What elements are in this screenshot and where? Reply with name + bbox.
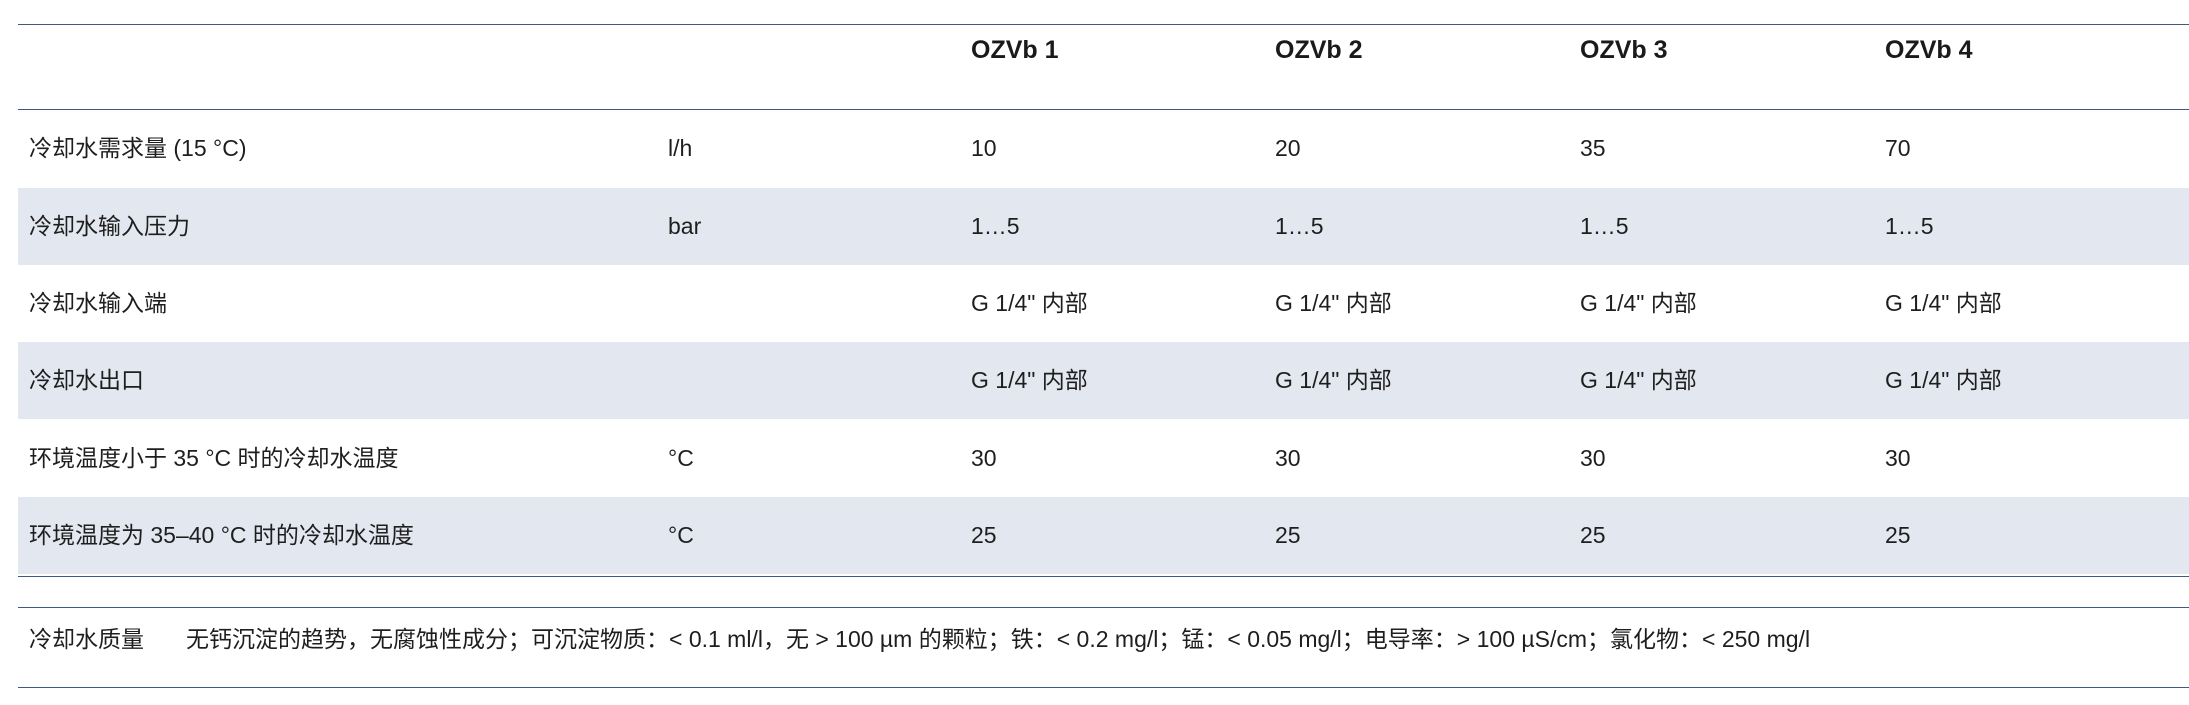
row-label: 冷却水输入压力 [29,213,190,239]
value-ozvb1: G 1/4" 内部 [971,290,1088,316]
column-header-ozvb4: OZVb 4 [1885,36,1973,64]
table-row: 冷却水输入端 G 1/4" 内部 G 1/4" 内部 G 1/4" 内部 G 1… [18,265,2189,342]
value-ozvb2: 1…5 [1275,213,1324,239]
value-ozvb2: G 1/4" 内部 [1275,290,1392,316]
value-ozvb3: G 1/4" 内部 [1580,290,1697,316]
column-header-ozvb2: OZVb 2 [1275,36,1363,64]
value-ozvb4: G 1/4" 内部 [1885,367,2002,393]
quality-top-rule [18,607,2189,608]
value-ozvb1: 25 [971,522,997,548]
row-unit: bar [668,213,702,239]
table-row: 冷却水输入压力 bar 1…5 1…5 1…5 1…5 [18,188,2189,265]
table-row: 冷却水出口 G 1/4" 内部 G 1/4" 内部 G 1/4" 内部 G 1/… [18,342,2189,419]
value-ozvb4: 70 [1885,135,1911,161]
column-header-ozvb3: OZVb 3 [1580,36,1668,64]
value-ozvb1: 1…5 [971,213,1020,239]
value-ozvb3: G 1/4" 内部 [1580,367,1697,393]
value-ozvb2: G 1/4" 内部 [1275,367,1392,393]
table-row: 环境温度小于 35 °C 时的冷却水温度 °C 30 30 30 30 [18,420,2189,497]
table-top-rule [18,24,2189,25]
value-ozvb1: 10 [971,135,997,161]
value-ozvb4: 30 [1885,445,1911,471]
value-ozvb3: 25 [1580,522,1606,548]
table-row: 冷却水需求量 (15 °C) l/h 10 20 35 70 [18,110,2189,187]
row-label: 环境温度小于 35 °C 时的冷却水温度 [29,445,399,471]
value-ozvb1: 30 [971,445,997,471]
water-quality-note: 冷却水质量 无钙沉淀的趋势，无腐蚀性成分；可沉淀物质：< 0.1 ml/l，无 >… [29,620,1810,654]
water-quality-text: 无钙沉淀的趋势，无腐蚀性成分；可沉淀物质：< 0.1 ml/l，无 > 100 … [186,626,1811,652]
value-ozvb3: 1…5 [1580,213,1629,239]
value-ozvb4: 1…5 [1885,213,1934,239]
water-quality-label: 冷却水质量 [29,626,144,652]
column-header-ozvb1: OZVb 1 [971,36,1059,64]
row-unit: l/h [668,135,693,161]
value-ozvb4: 25 [1885,522,1911,548]
value-ozvb2: 25 [1275,522,1301,548]
row-unit: °C [668,522,694,548]
row-unit: °C [668,445,694,471]
value-ozvb2: 30 [1275,445,1301,471]
value-ozvb3: 35 [1580,135,1606,161]
header-bottom-rule [18,109,2189,110]
row-label: 环境温度为 35–40 °C 时的冷却水温度 [29,522,414,548]
row-label: 冷却水需求量 (15 °C) [29,135,247,161]
row-label: 冷却水输入端 [29,290,167,316]
table-row: 环境温度为 35–40 °C 时的冷却水温度 °C 25 25 25 25 [18,497,2189,574]
value-ozvb4: G 1/4" 内部 [1885,290,2002,316]
table-bottom-rule [18,576,2189,577]
value-ozvb2: 20 [1275,135,1301,161]
value-ozvb1: G 1/4" 内部 [971,367,1088,393]
quality-bottom-rule [18,687,2189,688]
row-label: 冷却水出口 [29,367,144,393]
value-ozvb3: 30 [1580,445,1606,471]
